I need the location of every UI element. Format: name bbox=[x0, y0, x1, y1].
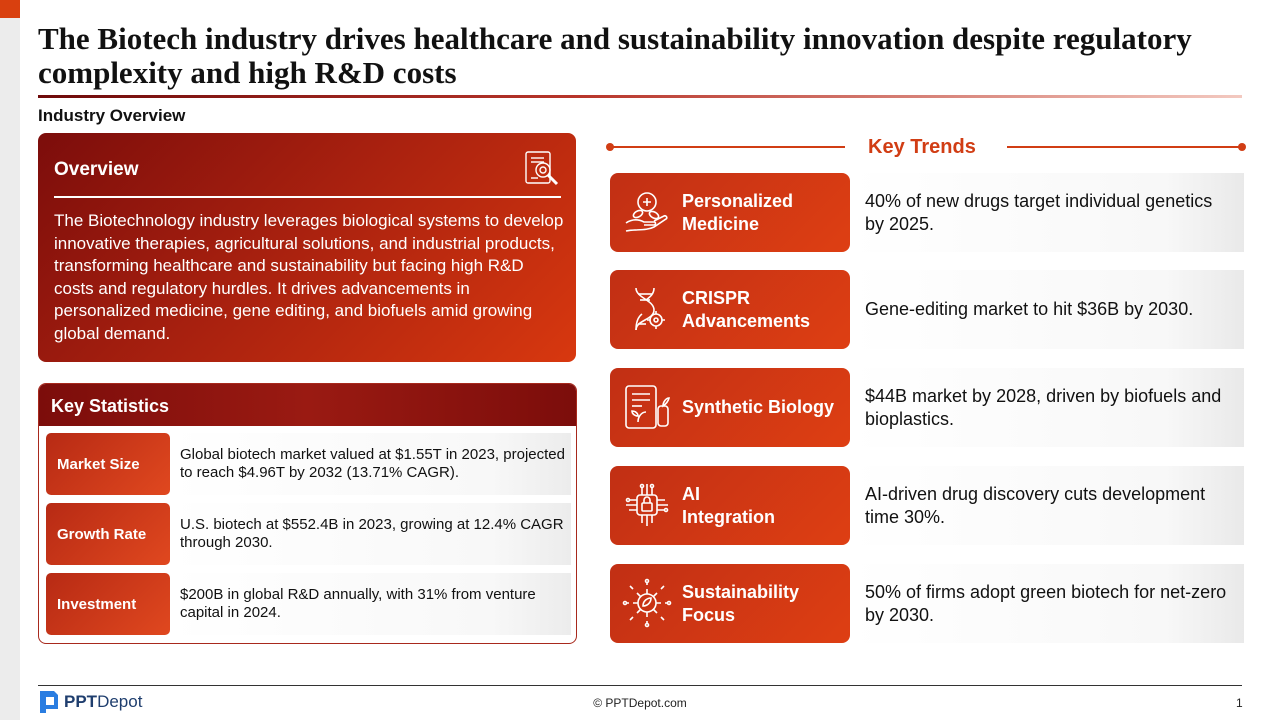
logo-text-bold: PPT bbox=[64, 692, 98, 711]
trend-title: CRISPR Advancements bbox=[682, 287, 811, 331]
trend-badge: AI Integration bbox=[610, 466, 850, 545]
stat-text: U.S. biotech at $552.4B in 2023, growing… bbox=[170, 503, 571, 565]
trend-text: AI-driven drug discovery cuts developmen… bbox=[850, 466, 1244, 545]
section-label: Industry Overview bbox=[38, 106, 186, 125]
trend-sustainability-focus: Sustainability Focus 50% of firms adopt … bbox=[610, 564, 1244, 643]
dna-gear-icon bbox=[622, 284, 672, 334]
stat-text: Global biotech market valued at $1.55T i… bbox=[170, 433, 571, 495]
trend-badge: CRISPR Advancements bbox=[610, 270, 850, 349]
overview-divider bbox=[54, 196, 561, 198]
stat-label: Growth Rate bbox=[46, 503, 170, 565]
trend-crispr-advancements: CRISPR Advancements Gene-editing market … bbox=[610, 270, 1244, 349]
footer-divider bbox=[38, 685, 1242, 686]
trend-ai-integration: AI Integration AI-driven drug discovery … bbox=[610, 466, 1244, 545]
trend-badge: Sustainability Focus bbox=[610, 564, 850, 643]
trend-title: Personalized Medicine bbox=[682, 190, 794, 234]
trend-text: 50% of firms adopt green biotech for net… bbox=[850, 564, 1244, 643]
key-statistics-panel: Key Statistics Market Size Global biotec… bbox=[38, 383, 577, 644]
copyright-text: © PPTDepot.com bbox=[593, 696, 687, 710]
stat-row-market-size: Market Size Global biotech market valued… bbox=[46, 433, 571, 495]
overview-card: Overview The Biotechnology industry leve… bbox=[38, 133, 576, 362]
logo-text-regular: Depot bbox=[97, 692, 143, 711]
trends-line-right bbox=[1007, 146, 1242, 148]
stat-row-investment: Investment $200B in global R&D annually,… bbox=[46, 573, 571, 635]
ai-chip-icon bbox=[622, 480, 672, 530]
key-statistics-heading: Key Statistics bbox=[39, 384, 576, 426]
title-underline bbox=[38, 95, 1242, 98]
tablet-plant-icon bbox=[622, 382, 672, 432]
trend-badge: Personalized Medicine bbox=[610, 173, 850, 252]
overview-heading: Overview bbox=[54, 159, 139, 180]
trend-synthetic-biology: Synthetic Biology $44B market by 2028, d… bbox=[610, 368, 1244, 447]
trend-title: Sustainability Focus bbox=[682, 581, 800, 625]
trend-personalized-medicine: Personalized Medicine 40% of new drugs t… bbox=[610, 173, 1244, 252]
document-search-icon bbox=[522, 149, 562, 189]
logo-text: PPTDepot bbox=[64, 692, 142, 712]
stat-label: Market Size bbox=[46, 433, 170, 495]
key-trends-heading: Key Trends bbox=[868, 136, 976, 158]
trend-title: AI Integration bbox=[682, 483, 775, 527]
trends-line-left bbox=[610, 146, 845, 148]
left-edge-strip bbox=[0, 0, 20, 720]
stat-label: Investment bbox=[46, 573, 170, 635]
eco-gear-icon bbox=[622, 578, 672, 628]
trend-badge: Synthetic Biology bbox=[610, 368, 850, 447]
corner-accent-tab bbox=[0, 0, 20, 18]
trend-text: 40% of new drugs target individual genet… bbox=[850, 173, 1244, 252]
trend-title: Synthetic Biology bbox=[682, 397, 835, 417]
hand-pills-icon bbox=[622, 187, 672, 237]
stat-row-growth-rate: Growth Rate U.S. biotech at $552.4B in 2… bbox=[46, 503, 571, 565]
trend-text: Gene-editing market to hit $36B by 2030. bbox=[850, 270, 1244, 349]
pptdepot-logo: PPTDepot bbox=[38, 689, 142, 715]
logo-mark-icon bbox=[38, 689, 60, 715]
stat-text: $200B in global R&D annually, with 31% f… bbox=[170, 573, 571, 635]
trend-text: $44B market by 2028, driven by biofuels … bbox=[850, 368, 1244, 447]
overview-body: The Biotechnology industry leverages bio… bbox=[54, 211, 564, 343]
page-number: 1 bbox=[1236, 696, 1243, 710]
trends-line-right-dot bbox=[1238, 143, 1246, 151]
slide-title: The Biotech industry drives healthcare a… bbox=[38, 21, 1192, 90]
